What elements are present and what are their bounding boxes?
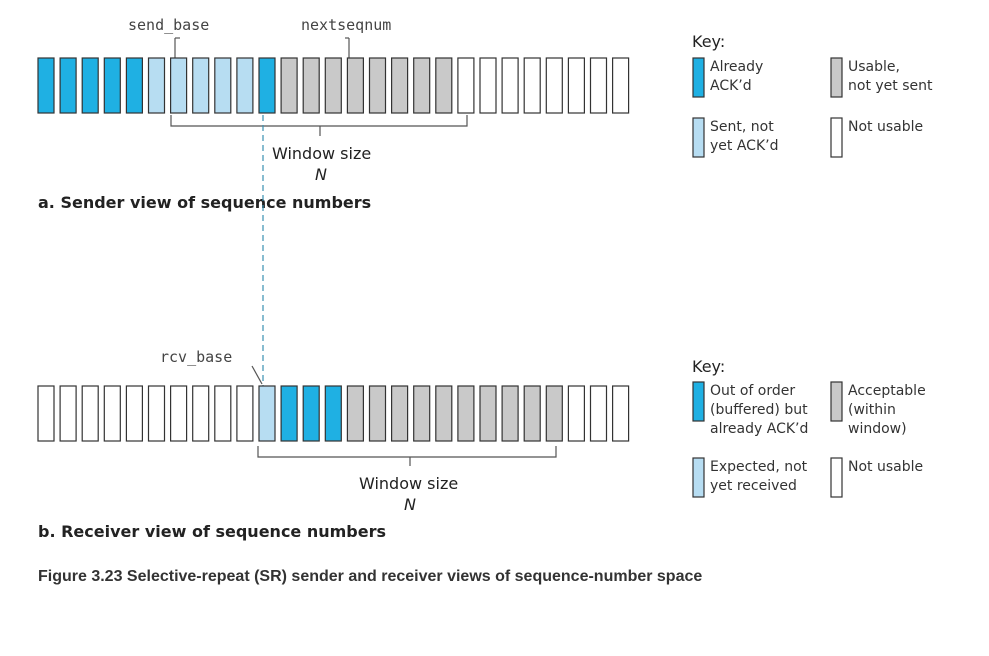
sender-section-title: a. Sender view of sequence numbers: [38, 193, 371, 212]
sender-key-label: yet ACK’d: [710, 138, 778, 154]
sender-cell-not-usable: [589, 57, 608, 114]
receiver-cell-not-usable: [214, 385, 232, 442]
receiver-cell-acceptable: [435, 385, 453, 442]
sender-key-swatch-acked: [692, 57, 705, 98]
figure-caption: Figure 3.23 Selective-repeat (SR) sender…: [38, 568, 702, 585]
sender-cell-not-usable: [479, 57, 497, 114]
sender-cell-not-usable: [523, 57, 541, 114]
receiver-key-label: already ACK’d: [710, 421, 808, 437]
sender-cell-not-usable: [457, 57, 475, 114]
sender-key-label: Not usable: [848, 119, 923, 135]
sender-cell-not-usable: [501, 57, 519, 114]
sender-sequence-cells: [37, 57, 630, 114]
sender-key: Key: Already ACK’d Usable, not yet sent Sent…: [692, 32, 933, 158]
sender-cell-usable: [302, 57, 320, 114]
receiver-key-swatch-acceptable: [830, 381, 843, 422]
sender-window-label: Window size: [272, 144, 371, 163]
sender-cell-sent-not-acked: [147, 57, 166, 114]
receiver-cell-acceptable: [391, 385, 409, 442]
sender-cell-acked: [103, 57, 121, 114]
receiver-key-label: yet received: [710, 478, 797, 494]
sender-cell-acked: [81, 57, 99, 114]
receiver-cell-acceptable: [413, 385, 431, 442]
sender-cell-usable: [346, 57, 364, 114]
sender-cell-acked: [59, 57, 77, 114]
sender-key-label: Usable,: [848, 59, 900, 75]
receiver-window-label: Window size: [359, 474, 458, 493]
receiver-cell-acceptable: [501, 385, 519, 442]
sender-key-title: Key:: [692, 32, 725, 51]
sender-cell-usable: [324, 57, 342, 114]
receiver-key-label: Not usable: [848, 459, 923, 475]
receiver-key-label: Out of order: [710, 383, 795, 399]
sender-window-n: N: [315, 165, 327, 184]
sender-cell-usable: [368, 57, 387, 114]
sender-cell-not-usable: [611, 57, 630, 114]
receiver-cell-not-usable: [192, 385, 210, 442]
receiver-cell-not-usable: [81, 385, 99, 442]
receiver-cell-not-usable: [59, 385, 77, 442]
sender-key-label: not yet sent: [848, 78, 933, 94]
receiver-cell-out-of-order-acked: [324, 385, 342, 442]
sender-cell-sent-not-acked: [236, 57, 254, 114]
sender-cell-sent-not-acked: [170, 57, 188, 114]
receiver-cell-acceptable: [368, 385, 387, 442]
receiver-key: Key: Out of order (buffered) but already A…: [692, 357, 926, 498]
rcv-base-label: rcv_base: [160, 348, 232, 366]
receiver-key-title: Key:: [692, 357, 725, 376]
receiver-cell-out-of-order-acked: [280, 385, 298, 442]
sender-cell-not-usable: [567, 57, 586, 114]
rcv-base-pointer: [251, 365, 263, 385]
receiver-cell-not-usable: [567, 385, 586, 442]
sender-cell-acked: [258, 57, 276, 114]
nextseqnum-label: nextseqnum: [301, 16, 391, 34]
receiver-cell-not-usable: [236, 385, 254, 442]
sender-cell-usable: [413, 57, 431, 114]
sender-key-swatch-usable: [830, 57, 843, 98]
receiver-key-swatch-out-of-order-acked: [692, 381, 705, 422]
receiver-section-title: b. Receiver view of sequence numbers: [38, 522, 386, 541]
receiver-cell-not-usable: [125, 385, 144, 442]
receiver-cell-not-usable: [611, 385, 630, 442]
receiver-cell-acceptable: [346, 385, 364, 442]
sender-cell-usable: [280, 57, 298, 114]
receiver-cell-not-usable: [147, 385, 166, 442]
receiver-cell-out-of-order-acked: [302, 385, 320, 442]
sender-cell-not-usable: [545, 57, 563, 114]
sender-cell-usable: [391, 57, 409, 114]
receiver-key-label: (within: [848, 402, 896, 418]
receiver-cell-acceptable: [523, 385, 541, 442]
sender-cell-acked: [37, 57, 55, 114]
sender-key-swatch-not-usable: [830, 117, 843, 158]
receiver-cell-acceptable: [457, 385, 475, 442]
receiver-cell-acceptable: [479, 385, 497, 442]
sender-cell-usable: [435, 57, 453, 114]
receiver-key-label: Acceptable: [848, 383, 926, 399]
sender-cell-sent-not-acked: [214, 57, 232, 114]
receiver-cell-not-usable: [103, 385, 121, 442]
receiver-sequence-cells: [37, 385, 630, 442]
sender-window-brace: [170, 115, 468, 136]
receiver-cell-expected: [258, 385, 276, 442]
receiver-window-n: N: [404, 495, 416, 514]
sender-cell-sent-not-acked: [192, 57, 210, 114]
receiver-window-brace: [257, 446, 557, 466]
sender-key-label: Already: [710, 59, 763, 75]
sender-key-label: ACK’d: [710, 78, 752, 94]
receiver-cell-acceptable: [545, 385, 563, 442]
sender-key-label: Sent, not: [710, 119, 774, 135]
sender-key-swatch-sent-not-acked: [692, 117, 705, 158]
receiver-cell-not-usable: [170, 385, 188, 442]
receiver-key-swatch-expected: [692, 457, 705, 498]
receiver-key-label: (buffered) but: [710, 402, 808, 418]
receiver-cell-not-usable: [589, 385, 608, 442]
sender-cell-acked: [125, 57, 144, 114]
receiver-key-label: window): [848, 421, 907, 437]
receiver-key-swatch-not-usable: [830, 457, 843, 498]
receiver-key-label: Expected, not: [710, 459, 808, 475]
receiver-cell-not-usable: [37, 385, 55, 442]
send-base-label: send_base: [128, 16, 209, 34]
